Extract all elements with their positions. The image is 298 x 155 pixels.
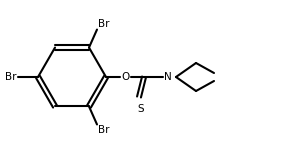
Text: N: N bbox=[164, 72, 172, 82]
Text: S: S bbox=[137, 104, 144, 114]
Text: Br: Br bbox=[98, 19, 109, 29]
Text: Br: Br bbox=[98, 125, 109, 135]
Text: O: O bbox=[121, 72, 129, 82]
Text: Br: Br bbox=[5, 72, 17, 82]
